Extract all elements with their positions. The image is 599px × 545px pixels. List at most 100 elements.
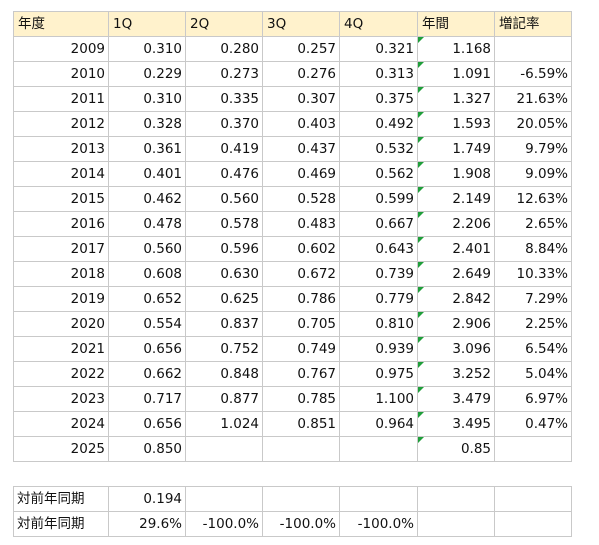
cell-q3[interactable]: 0.767 [262,361,340,387]
cell-q3[interactable]: 0.437 [262,136,340,162]
cell-growth[interactable]: 2.65% [494,211,572,237]
cell-q4[interactable]: 0.667 [339,211,418,237]
cell-growth[interactable] [494,436,572,462]
summary-label[interactable]: 対前年同期 [13,511,109,537]
cell-q3[interactable]: 0.851 [262,411,340,437]
cell-q4[interactable]: 1.100 [339,386,418,412]
cell-annual[interactable]: 3.479 [417,386,495,412]
cell-growth[interactable]: 21.63% [494,86,572,112]
cell-q3[interactable] [262,436,340,462]
summary-cell[interactable] [494,486,572,512]
summary-label[interactable]: 対前年同期 [13,486,109,512]
cell-q1[interactable]: 0.850 [108,436,186,462]
cell-q4[interactable] [339,436,418,462]
cell-year[interactable]: 2012 [13,111,109,137]
cell-annual[interactable]: 1.593 [417,111,495,137]
cell-annual[interactable]: 0.85 [417,436,495,462]
cell-q4[interactable]: 0.375 [339,86,418,112]
cell-q1[interactable]: 0.328 [108,111,186,137]
cell-q2[interactable]: 0.419 [185,136,263,162]
cell-annual[interactable]: 1.327 [417,86,495,112]
header-cell-annual[interactable]: 年間 [417,11,495,37]
cell-q3[interactable]: 0.469 [262,161,340,187]
summary-cell[interactable] [185,486,263,512]
cell-annual[interactable]: 2.649 [417,261,495,287]
cell-annual[interactable]: 1.749 [417,136,495,162]
cell-q3[interactable]: 0.672 [262,261,340,287]
cell-q1[interactable]: 0.310 [108,86,186,112]
cell-year[interactable]: 2017 [13,236,109,262]
cell-year[interactable]: 2013 [13,136,109,162]
summary-cell[interactable]: -100.0% [185,511,263,537]
cell-q4[interactable]: 0.939 [339,336,418,362]
cell-q2[interactable]: 0.280 [185,36,263,62]
cell-q2[interactable]: 0.848 [185,361,263,387]
cell-q3[interactable]: 0.257 [262,36,340,62]
cell-year[interactable]: 2010 [13,61,109,87]
cell-q1[interactable]: 0.656 [108,411,186,437]
header-cell-year[interactable]: 年度 [13,11,109,37]
cell-growth[interactable]: 5.04% [494,361,572,387]
cell-q3[interactable]: 0.602 [262,236,340,262]
cell-annual[interactable]: 3.495 [417,411,495,437]
cell-year[interactable]: 2020 [13,311,109,337]
cell-q2[interactable]: 1.024 [185,411,263,437]
summary-cell[interactable] [417,511,495,537]
cell-q1[interactable]: 0.401 [108,161,186,187]
cell-q2[interactable]: 0.560 [185,186,263,212]
cell-q4[interactable]: 0.643 [339,236,418,262]
cell-q1[interactable]: 0.662 [108,361,186,387]
cell-annual[interactable]: 2.149 [417,186,495,212]
cell-year[interactable]: 2019 [13,286,109,312]
cell-growth[interactable]: 2.25% [494,311,572,337]
cell-q2[interactable]: 0.476 [185,161,263,187]
cell-growth[interactable]: 12.63% [494,186,572,212]
cell-q1[interactable]: 0.462 [108,186,186,212]
cell-q2[interactable] [185,436,263,462]
cell-year[interactable]: 2022 [13,361,109,387]
cell-q1[interactable]: 0.310 [108,36,186,62]
summary-cell[interactable]: -100.0% [339,511,418,537]
cell-q3[interactable]: 0.276 [262,61,340,87]
cell-q1[interactable]: 0.656 [108,336,186,362]
header-cell-q1[interactable]: 1Q [108,11,186,37]
summary-cell[interactable] [417,486,495,512]
cell-annual[interactable]: 1.091 [417,61,495,87]
cell-q3[interactable]: 0.403 [262,111,340,137]
cell-q2[interactable]: 0.630 [185,261,263,287]
summary-cell[interactable]: 29.6% [108,511,186,537]
cell-q3[interactable]: 0.705 [262,311,340,337]
cell-q1[interactable]: 0.478 [108,211,186,237]
cell-growth[interactable]: 6.97% [494,386,572,412]
cell-growth[interactable]: 8.84% [494,236,572,262]
cell-growth[interactable]: 20.05% [494,111,572,137]
cell-q4[interactable]: 0.739 [339,261,418,287]
cell-q2[interactable]: 0.877 [185,386,263,412]
cell-annual[interactable]: 1.168 [417,36,495,62]
cell-q1[interactable]: 0.361 [108,136,186,162]
header-cell-q4[interactable]: 4Q [339,11,418,37]
cell-q3[interactable]: 0.528 [262,186,340,212]
header-cell-q2[interactable]: 2Q [185,11,263,37]
header-cell-q3[interactable]: 3Q [262,11,340,37]
cell-growth[interactable]: 9.09% [494,161,572,187]
cell-q4[interactable]: 0.810 [339,311,418,337]
summary-cell[interactable] [494,511,572,537]
cell-year[interactable]: 2009 [13,36,109,62]
cell-year[interactable]: 2025 [13,436,109,462]
cell-q3[interactable]: 0.483 [262,211,340,237]
cell-year[interactable]: 2018 [13,261,109,287]
cell-q2[interactable]: 0.596 [185,236,263,262]
cell-q3[interactable]: 0.307 [262,86,340,112]
cell-q2[interactable]: 0.273 [185,61,263,87]
cell-q2[interactable]: 0.837 [185,311,263,337]
cell-annual[interactable]: 3.096 [417,336,495,362]
cell-growth[interactable] [494,36,572,62]
cell-q4[interactable]: 0.599 [339,186,418,212]
cell-year[interactable]: 2021 [13,336,109,362]
cell-q4[interactable]: 0.492 [339,111,418,137]
cell-q3[interactable]: 0.749 [262,336,340,362]
cell-q4[interactable]: 0.562 [339,161,418,187]
cell-annual[interactable]: 2.842 [417,286,495,312]
cell-q1[interactable]: 0.608 [108,261,186,287]
